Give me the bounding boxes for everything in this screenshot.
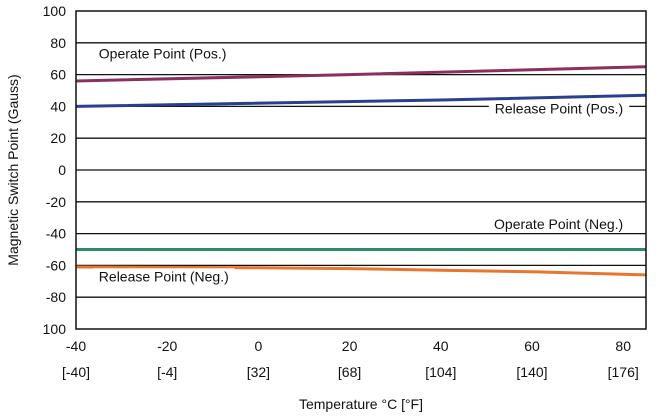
x-tick-label-fahrenheit: [-4] xyxy=(157,364,177,380)
y-tick-label: 80 xyxy=(50,35,66,51)
y-tick-label: -60 xyxy=(46,257,66,273)
x-tick-label-celsius: -20 xyxy=(157,338,177,354)
y-tick-label: 0 xyxy=(58,162,66,178)
x-tick-label-fahrenheit: [32] xyxy=(247,364,270,380)
series-label-background xyxy=(488,215,630,232)
y-tick-labels: 100 80 60 40 20 0 -20 -40 -60 -80 100 xyxy=(43,3,67,337)
x-tick-label-celsius: 60 xyxy=(524,338,540,354)
series-line-1 xyxy=(75,93,647,108)
y-axis-title: Magnetic Switch Point (Gauss) xyxy=(5,74,21,265)
grid xyxy=(76,42,646,298)
x-tick-label-celsius: 40 xyxy=(433,338,449,354)
series-label-group: Operate Point (Pos.) xyxy=(92,45,233,62)
series-line-0 xyxy=(75,65,647,83)
series-label-background xyxy=(92,45,233,62)
x-tick-label-fahrenheit: [68] xyxy=(338,364,361,380)
series-lines xyxy=(75,65,647,277)
y-tick-label: 100 xyxy=(43,3,67,19)
plot-frame xyxy=(75,10,647,330)
series-label-group: Release Point (Pos.) xyxy=(488,100,630,117)
x-tick-label-fahrenheit: [176] xyxy=(608,364,639,380)
x-tick-label-celsius: 20 xyxy=(342,338,358,354)
x-tick-label-celsius: 0 xyxy=(255,338,263,354)
x-tick-label-celsius: 80 xyxy=(615,338,631,354)
series-label: Release Point (Pos.) xyxy=(495,101,623,117)
x-tick-labels: -40 [-40] -20 [-4] 0 [32] 20 [68] 40 [104] 60 [140]… xyxy=(62,338,639,380)
series-label-group: Operate Point (Neg.) xyxy=(488,215,630,232)
series-label-group: Release Point (Neg.) xyxy=(92,268,235,285)
series-labels: Operate Point (Pos.) Release Point (Pos.)… xyxy=(92,45,630,285)
x-tick-label-fahrenheit: [140] xyxy=(516,364,547,380)
series-label-background xyxy=(92,268,235,285)
y-tick-label: -40 xyxy=(46,226,66,242)
series-label: Release Point (Neg.) xyxy=(99,268,229,284)
y-tick-label: 20 xyxy=(50,130,66,146)
series-line-3 xyxy=(75,265,647,277)
x-axis-title: Temperature °C [°F] xyxy=(299,396,423,412)
y-tick-label: 60 xyxy=(50,67,66,83)
y-tick-label: 40 xyxy=(50,98,66,114)
y-tick-label: 100 xyxy=(43,321,67,337)
y-tick-label: -20 xyxy=(46,194,66,210)
x-tick-label-fahrenheit: [-40] xyxy=(62,364,90,380)
series-label: Operate Point (Neg.) xyxy=(494,216,623,232)
series-label: Operate Point (Pos.) xyxy=(99,46,227,62)
x-tick-label-celsius: -40 xyxy=(66,338,86,354)
y-tick-label: -80 xyxy=(46,289,66,305)
x-tick-label-fahrenheit: [104] xyxy=(425,364,456,380)
series-label-background xyxy=(488,100,630,117)
